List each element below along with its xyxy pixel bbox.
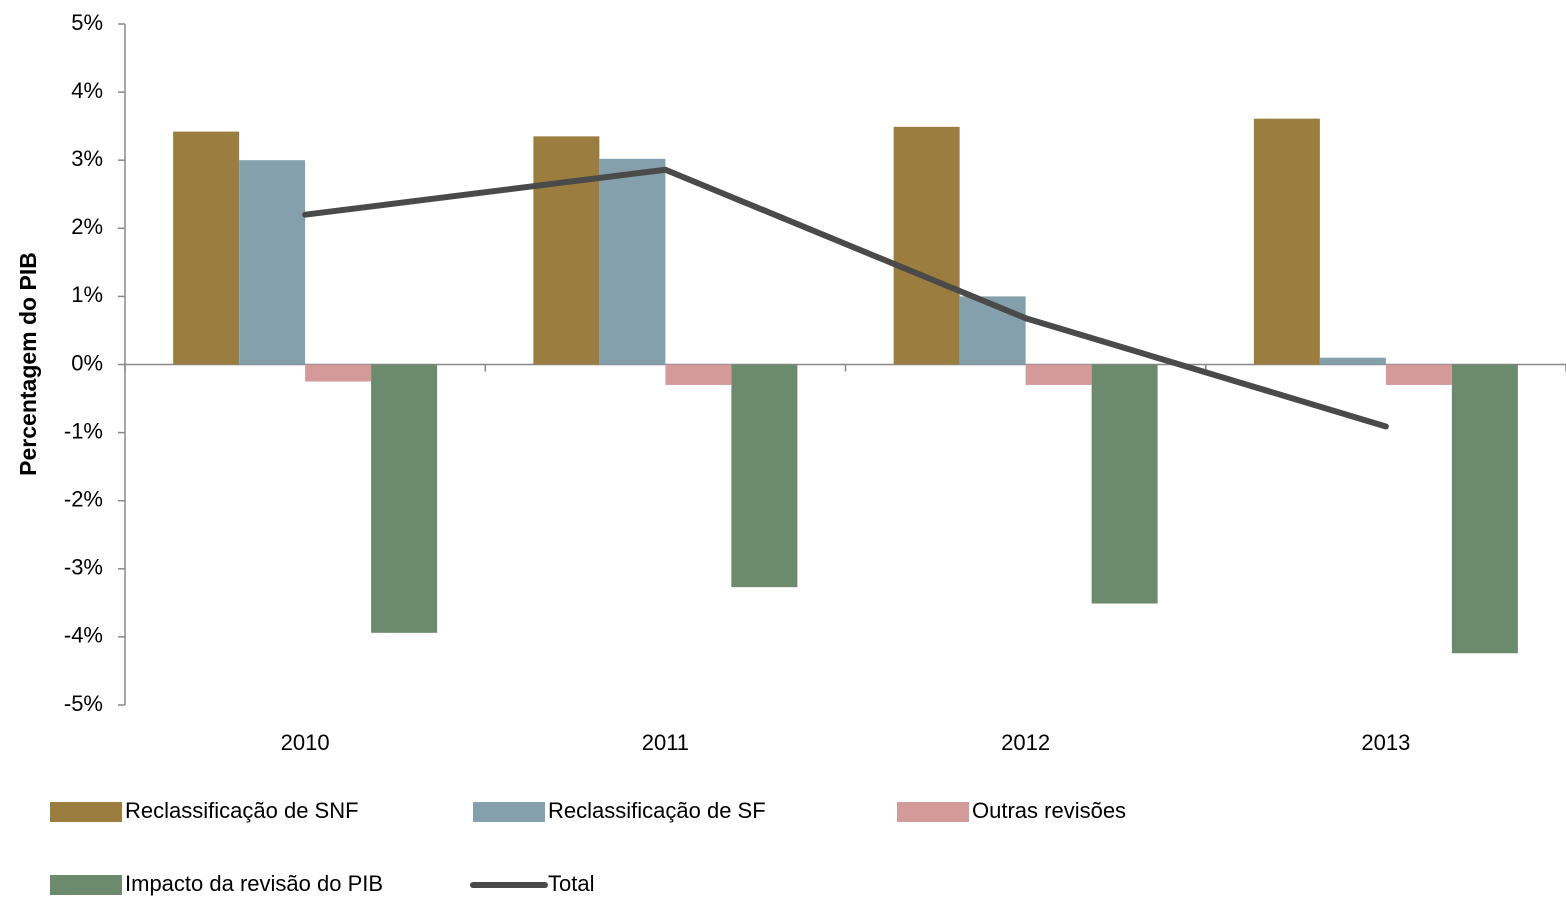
legend-swatch (50, 875, 122, 895)
bar (239, 160, 306, 365)
y-tick-label: 1% (71, 282, 103, 307)
x-tick-label: 2011 (642, 730, 689, 755)
x-tick-label: 2013 (1361, 730, 1410, 755)
bar (665, 364, 732, 385)
y-tick-label: -1% (64, 418, 103, 443)
legend-swatch (897, 802, 969, 822)
bar (1253, 118, 1320, 365)
y-tick-label: 3% (71, 146, 103, 171)
y-tick-label: 4% (71, 78, 103, 103)
x-tick-label: 2012 (1001, 730, 1050, 755)
bar (1319, 357, 1386, 365)
y-tick-label: -4% (64, 623, 103, 648)
legend-swatch (473, 802, 545, 822)
legend-label: Reclassificação de SNF (125, 798, 359, 823)
bar (1091, 364, 1158, 604)
bar (1385, 364, 1452, 385)
legend-label: Outras revisões (972, 798, 1126, 823)
legend-label: Impacto da revisão do PIB (125, 871, 383, 896)
y-tick-label: 5% (71, 10, 103, 35)
y-tick-label: 2% (71, 214, 103, 239)
y-tick-label: -3% (64, 555, 103, 580)
legend-swatch (50, 802, 122, 822)
bar (371, 364, 438, 633)
bar (893, 126, 960, 365)
bar (305, 364, 372, 382)
legend-label: Reclassificação de SF (548, 798, 766, 823)
line (302, 166, 1389, 430)
legend-label: Total (548, 871, 594, 896)
bar (533, 136, 600, 365)
bar (731, 364, 798, 588)
bar (599, 158, 666, 365)
x-tick-label: 2010 (281, 730, 330, 755)
bar (173, 131, 240, 365)
y-tick-label: 0% (71, 350, 103, 375)
bar (1451, 364, 1518, 654)
y-tick-label: -5% (64, 691, 103, 716)
bar (1025, 364, 1092, 385)
y-axis-label: Percentagem do PIB (15, 252, 41, 476)
y-tick-label: -2% (64, 487, 103, 512)
